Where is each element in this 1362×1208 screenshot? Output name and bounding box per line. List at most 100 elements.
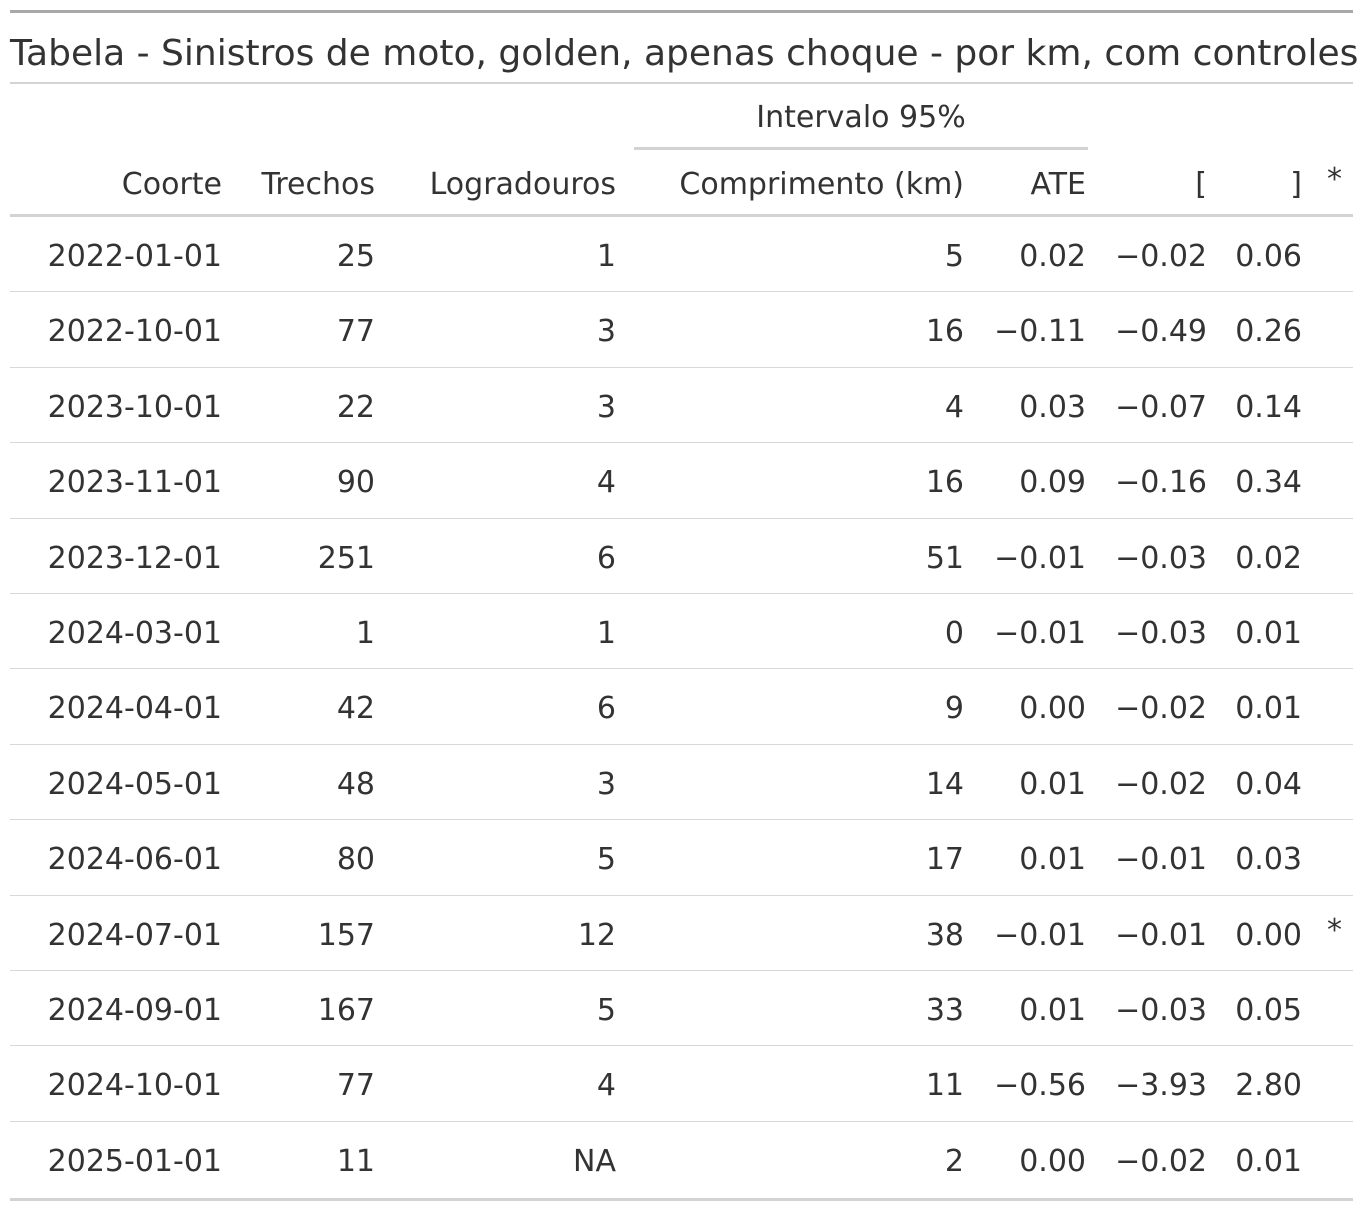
cell-comprimento: 4 <box>944 389 964 425</box>
table-row: 2024-03-01 1 1 0 −0.01 −0.03 0.01 <box>10 594 1353 670</box>
cell-upper: 0.01 <box>1235 1143 1302 1179</box>
cell-significance <box>1302 519 1342 594</box>
cell-significance <box>1302 820 1342 895</box>
column-header-comprimento: Comprimento (km) <box>679 167 964 202</box>
cell-ate: 0.01 <box>1019 992 1086 1028</box>
cell-lower: −0.03 <box>1115 540 1207 576</box>
bottom-rule <box>10 1198 1353 1201</box>
spanner-label: Intervalo 95% <box>756 100 966 135</box>
cell-trechos: 1 <box>355 615 375 651</box>
cell-lower: −0.02 <box>1115 1143 1207 1179</box>
cell-logradouros: 6 <box>596 540 616 576</box>
cell-logradouros: 3 <box>596 766 616 802</box>
cell-logradouros: 6 <box>596 691 616 727</box>
cell-coorte: 2023-10-01 <box>47 389 222 425</box>
cell-coorte: 2024-10-01 <box>47 1068 222 1104</box>
cell-significance <box>1302 368 1342 443</box>
column-header-lower: [ <box>1195 167 1207 202</box>
cell-upper: 0.34 <box>1235 465 1302 501</box>
cell-logradouros: 4 <box>596 1068 616 1104</box>
cell-coorte: 2023-11-01 <box>47 465 222 501</box>
cell-trechos: 77 <box>336 314 375 350</box>
cell-upper: 0.00 <box>1235 917 1302 953</box>
cell-significance <box>1302 1046 1342 1121</box>
cell-trechos: 42 <box>336 691 375 727</box>
column-header-coorte: Coorte <box>121 167 222 202</box>
column-header-ate: ATE <box>1030 167 1086 202</box>
cell-logradouros: 5 <box>596 842 616 878</box>
cell-trechos: 167 <box>317 992 375 1028</box>
cell-lower: −0.02 <box>1115 691 1207 727</box>
cell-lower: −0.49 <box>1115 314 1207 350</box>
cell-ate: 0.01 <box>1019 766 1086 802</box>
table-row: 2024-05-01 48 3 14 0.01 −0.02 0.04 <box>10 745 1353 821</box>
spanner-rule <box>634 147 1088 150</box>
column-header-row: Coorte Trechos Logradouros Comprimento (… <box>10 160 1353 210</box>
cell-coorte: 2023-12-01 <box>47 540 222 576</box>
cell-logradouros: 1 <box>596 615 616 651</box>
cell-lower: −0.16 <box>1115 465 1207 501</box>
cell-comprimento: 38 <box>925 917 964 953</box>
cell-ate: 0.09 <box>1019 465 1086 501</box>
cell-trechos: 157 <box>317 917 375 953</box>
cell-coorte: 2024-06-01 <box>47 842 222 878</box>
cell-significance <box>1302 971 1342 1046</box>
cell-significance: * <box>1327 912 1342 948</box>
cell-logradouros: NA <box>573 1143 616 1179</box>
cell-lower: −0.02 <box>1115 766 1207 802</box>
cell-upper: 0.06 <box>1235 239 1302 274</box>
cell-ate: −0.11 <box>994 314 1086 350</box>
cell-ate: 0.00 <box>1019 1143 1086 1179</box>
cell-lower: −0.03 <box>1115 992 1207 1028</box>
table-row: 2024-04-01 42 6 9 0.00 −0.02 0.01 <box>10 669 1353 745</box>
table-body: 2022-01-01 25 1 5 0.02 −0.02 0.06 2022-10-01 77 3… <box>10 217 1353 1197</box>
cell-lower: −0.02 <box>1115 239 1207 274</box>
cell-significance <box>1302 443 1342 518</box>
top-rule <box>10 10 1353 13</box>
cell-ate: 0.02 <box>1019 239 1086 274</box>
cell-lower: −3.93 <box>1115 1068 1207 1104</box>
cell-comprimento: 0 <box>944 615 964 651</box>
header-rule <box>10 214 1353 217</box>
cell-coorte: 2024-03-01 <box>47 615 222 651</box>
table-row: 2023-12-01 251 6 51 −0.01 −0.03 0.02 <box>10 519 1353 594</box>
cell-trechos: 90 <box>336 465 375 501</box>
table-row: 2023-10-01 22 3 4 0.03 −0.07 0.14 <box>10 368 1353 444</box>
cell-lower: −0.01 <box>1115 917 1207 953</box>
cell-upper: 0.05 <box>1235 992 1302 1028</box>
cell-comprimento: 2 <box>944 1143 964 1179</box>
cell-comprimento: 33 <box>925 992 964 1028</box>
cell-ate: −0.01 <box>994 615 1086 651</box>
cell-significance <box>1302 745 1342 820</box>
cell-comprimento: 14 <box>925 766 964 802</box>
cell-trechos: 80 <box>336 842 375 878</box>
cell-ate: 0.01 <box>1019 842 1086 878</box>
cell-trechos: 77 <box>336 1068 375 1104</box>
cell-upper: 2.80 <box>1235 1068 1302 1104</box>
cell-coorte: 2022-01-01 <box>47 239 222 274</box>
cell-coorte: 2025-01-01 <box>47 1143 222 1179</box>
cell-significance <box>1302 594 1342 669</box>
cell-comprimento: 11 <box>925 1068 964 1104</box>
cell-lower: −0.03 <box>1115 615 1207 651</box>
cell-ate: −0.56 <box>994 1068 1086 1104</box>
cell-upper: 0.03 <box>1235 842 1302 878</box>
table-row: 2023-11-01 90 4 16 0.09 −0.16 0.34 <box>10 443 1353 519</box>
cell-ate: 0.03 <box>1019 389 1086 425</box>
cell-coorte: 2024-07-01 <box>47 917 222 953</box>
table-row: 2025-01-01 11 NA 2 0.00 −0.02 0.01 <box>10 1122 1353 1197</box>
cell-coorte: 2024-09-01 <box>47 992 222 1028</box>
cell-trechos: 25 <box>336 239 375 274</box>
cell-coorte: 2024-04-01 <box>47 691 222 727</box>
cell-significance <box>1302 1122 1342 1197</box>
cell-trechos: 22 <box>336 389 375 425</box>
table-row: 2024-07-01 157 12 38 −0.01 −0.01 0.00 * <box>10 896 1353 971</box>
cell-logradouros: 3 <box>596 314 616 350</box>
cell-comprimento: 5 <box>944 239 964 274</box>
cell-coorte: 2022-10-01 <box>47 314 222 350</box>
column-header-trechos: Trechos <box>261 167 375 202</box>
cell-comprimento: 16 <box>925 465 964 501</box>
cell-significance <box>1302 217 1342 292</box>
cell-lower: −0.07 <box>1115 389 1207 425</box>
cell-upper: 0.26 <box>1235 314 1302 350</box>
